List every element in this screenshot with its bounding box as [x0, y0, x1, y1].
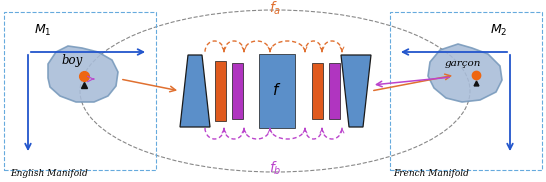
Text: garçon: garçon [445, 59, 481, 68]
Bar [232, 63, 242, 119]
Polygon shape [428, 44, 502, 102]
Bar [215, 61, 225, 121]
Bar [329, 63, 340, 119]
Polygon shape [341, 55, 371, 127]
Bar [390, 12, 542, 170]
Bar [312, 63, 323, 119]
Polygon shape [180, 55, 210, 127]
Text: boy: boy [61, 54, 82, 67]
Bar [4, 12, 156, 170]
Text: French Manifold: French Manifold [393, 169, 469, 178]
Text: $f_b$: $f_b$ [269, 159, 281, 177]
Polygon shape [48, 46, 118, 102]
Text: English Manifold: English Manifold [10, 169, 88, 178]
Text: $M_1$: $M_1$ [34, 23, 51, 38]
Text: $f_a$: $f_a$ [269, 0, 281, 17]
Text: $f$: $f$ [272, 82, 282, 98]
Bar [259, 54, 295, 128]
Text: $M_2$: $M_2$ [490, 23, 507, 38]
